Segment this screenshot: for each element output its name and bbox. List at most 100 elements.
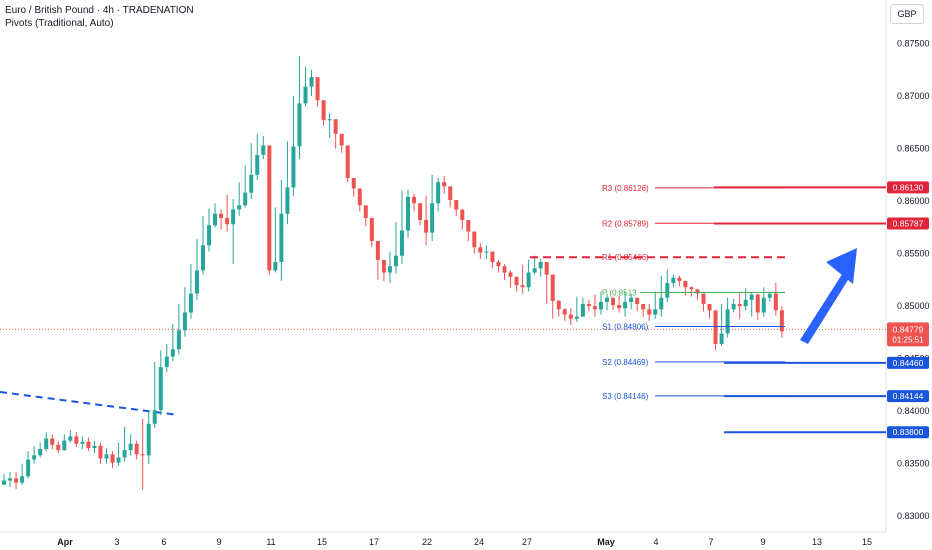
candle-body <box>399 230 404 256</box>
y-tick-label: 0.83000 <box>897 511 930 521</box>
candle-body <box>146 423 151 456</box>
candle-body <box>550 274 555 301</box>
candle-body <box>532 268 537 273</box>
current-price-value: 0.84779 <box>893 324 924 334</box>
candle-body <box>412 196 417 204</box>
candle-body <box>231 209 236 225</box>
price-badge <box>887 181 929 194</box>
candle-body <box>472 231 477 248</box>
candle-body <box>128 443 133 451</box>
candle-body <box>261 145 266 155</box>
x-tick-label: Apr <box>57 537 73 547</box>
candle-body <box>194 270 199 294</box>
candle-body <box>544 262 549 275</box>
candle-body <box>605 297 609 302</box>
candle-body <box>345 145 350 178</box>
candle-body <box>580 304 585 317</box>
candle-body <box>611 297 616 306</box>
price-badge-label: 0.84460 <box>893 358 924 368</box>
candle-body <box>182 312 187 331</box>
candle-body <box>677 277 682 281</box>
candle-body <box>725 309 730 334</box>
candle-body <box>406 196 411 231</box>
x-tick-label: May <box>597 537 615 547</box>
candle-body <box>653 309 658 315</box>
candle-body <box>773 293 778 311</box>
x-tick-label: 15 <box>317 537 327 547</box>
x-tick-label: 27 <box>522 537 532 547</box>
candle-body <box>8 478 13 481</box>
candle-body <box>556 300 561 310</box>
price-badge-label: 0.83800 <box>893 427 924 437</box>
candle-body <box>737 304 742 307</box>
x-tick-label: 3 <box>114 537 119 547</box>
price-badge <box>887 426 929 439</box>
candle-body <box>442 182 447 187</box>
up-arrow-head <box>826 248 857 284</box>
candle-body <box>339 133 344 146</box>
candle-body <box>749 294 754 300</box>
candle-body <box>779 310 784 332</box>
candle-body <box>387 266 392 273</box>
x-tick-label: 6 <box>161 537 166 547</box>
candle-body <box>478 247 483 253</box>
x-tick-label: 24 <box>474 537 484 547</box>
x-tick-label: 4 <box>653 537 658 547</box>
candle-body <box>303 86 308 104</box>
candle-body <box>297 103 302 147</box>
candle-body <box>80 441 85 444</box>
candle-body <box>86 441 91 448</box>
candle-body <box>333 119 338 134</box>
candle-body <box>641 304 646 310</box>
candle-body <box>617 305 622 309</box>
candle-body <box>623 301 628 309</box>
candle-body <box>436 182 441 204</box>
candle-body <box>116 457 121 463</box>
candle-body <box>526 272 531 288</box>
candle-body <box>502 266 507 273</box>
candle-body <box>701 293 706 305</box>
candle-body <box>56 444 61 451</box>
candle-body <box>134 443 139 455</box>
candle-body <box>170 349 175 357</box>
trendline <box>0 391 179 416</box>
candle-body <box>249 174 254 193</box>
candle-body <box>598 301 603 310</box>
candle-body <box>568 314 573 319</box>
candle-body <box>683 280 688 288</box>
candle-body <box>158 367 163 411</box>
candle-body <box>466 220 471 232</box>
y-tick-label: 0.86000 <box>897 196 930 206</box>
candle-body <box>273 262 278 271</box>
candle-body <box>514 276 519 286</box>
candle-body <box>393 255 398 267</box>
y-tick-label: 0.85000 <box>897 301 930 311</box>
candle-body <box>309 77 314 87</box>
currency-button[interactable]: GBP <box>890 4 924 24</box>
chart-title: Euro / British Pound · 4h · TRADENATION <box>5 5 194 16</box>
candle-body <box>490 251 495 263</box>
x-tick-label: 15 <box>862 537 872 547</box>
candle-body <box>592 306 597 310</box>
candle-body <box>496 262 501 267</box>
candle-body <box>508 272 513 277</box>
candle-body <box>635 297 640 305</box>
candle-body <box>237 205 242 210</box>
y-tick-label: 0.87000 <box>897 91 930 101</box>
candle-body <box>743 299 748 307</box>
candle-body <box>689 287 694 290</box>
candle-body <box>574 316 579 319</box>
candle-body <box>104 454 109 459</box>
price-badge-label: 0.86130 <box>893 182 924 192</box>
candle-body <box>424 220 429 233</box>
candle-body <box>38 449 43 456</box>
indicator-label[interactable]: Pivots (Traditional, Auto) <box>5 18 114 29</box>
candle-body <box>152 410 157 424</box>
candle-body <box>713 310 718 344</box>
y-tick-label: 0.87500 <box>897 39 930 49</box>
candle-body <box>375 241 380 260</box>
candle-body <box>629 297 634 302</box>
s1-pivot-label: S1 (0.84806) <box>602 323 649 332</box>
candle-body <box>2 480 6 485</box>
